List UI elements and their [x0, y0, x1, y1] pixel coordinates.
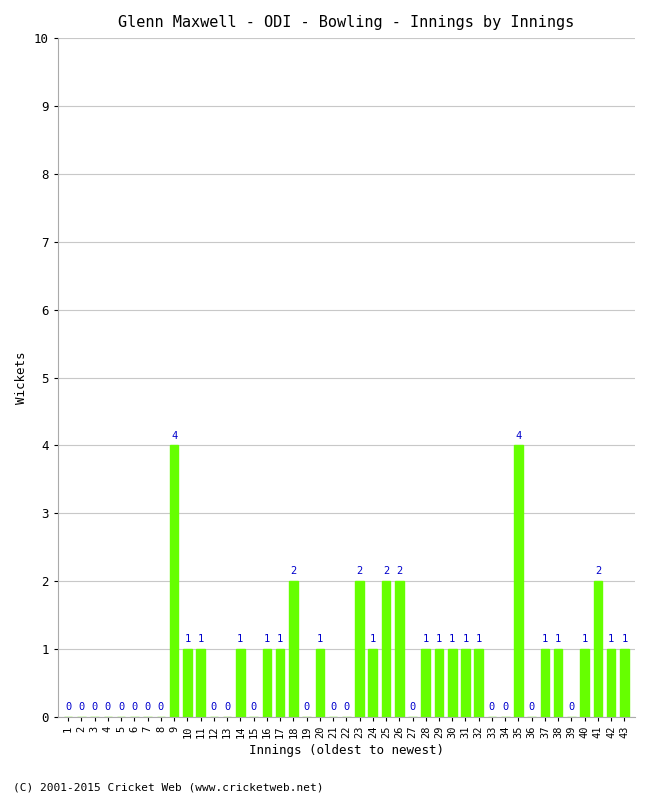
Text: 1: 1	[264, 634, 270, 644]
Text: 0: 0	[158, 702, 164, 712]
Text: 1: 1	[449, 634, 456, 644]
Text: 1: 1	[198, 634, 203, 644]
Bar	[395, 581, 404, 717]
Bar	[580, 649, 589, 717]
Text: 2: 2	[383, 566, 389, 577]
Text: 1: 1	[277, 634, 283, 644]
Bar	[593, 581, 602, 717]
Bar	[196, 649, 205, 717]
Bar	[382, 581, 391, 717]
Bar	[474, 649, 483, 717]
Y-axis label: Wickets: Wickets	[15, 351, 28, 404]
Text: 4: 4	[171, 430, 177, 441]
Text: 0: 0	[250, 702, 257, 712]
Bar	[462, 649, 470, 717]
Text: 0: 0	[343, 702, 350, 712]
Text: 1: 1	[555, 634, 562, 644]
Text: 1: 1	[370, 634, 376, 644]
Bar	[170, 446, 179, 717]
Text: 2: 2	[396, 566, 402, 577]
Text: 0: 0	[144, 702, 151, 712]
Bar	[276, 649, 285, 717]
Text: 1: 1	[608, 634, 614, 644]
Text: 1: 1	[462, 634, 469, 644]
Bar	[541, 649, 549, 717]
Text: 1: 1	[422, 634, 429, 644]
Text: 1: 1	[542, 634, 548, 644]
Text: 1: 1	[237, 634, 244, 644]
Bar	[356, 581, 364, 717]
Text: 0: 0	[78, 702, 84, 712]
Bar	[514, 446, 523, 717]
Text: 1: 1	[582, 634, 588, 644]
Bar	[369, 649, 377, 717]
Text: 0: 0	[410, 702, 415, 712]
Text: 0: 0	[92, 702, 98, 712]
Text: 1: 1	[317, 634, 323, 644]
Bar	[435, 649, 443, 717]
Bar	[421, 649, 430, 717]
Text: 0: 0	[105, 702, 111, 712]
Text: 0: 0	[65, 702, 72, 712]
Bar	[620, 649, 629, 717]
X-axis label: Innings (oldest to newest): Innings (oldest to newest)	[249, 744, 444, 757]
Bar	[289, 581, 298, 717]
Text: (C) 2001-2015 Cricket Web (www.cricketweb.net): (C) 2001-2015 Cricket Web (www.cricketwe…	[13, 782, 324, 792]
Text: 0: 0	[224, 702, 230, 712]
Text: 0: 0	[330, 702, 336, 712]
Bar	[236, 649, 244, 717]
Text: 0: 0	[528, 702, 535, 712]
Bar	[448, 649, 456, 717]
Text: 0: 0	[131, 702, 138, 712]
Bar	[263, 649, 271, 717]
Text: 2: 2	[356, 566, 363, 577]
Text: 4: 4	[515, 430, 521, 441]
Text: 1: 1	[621, 634, 627, 644]
Bar	[607, 649, 616, 717]
Bar	[554, 649, 562, 717]
Text: 0: 0	[211, 702, 217, 712]
Text: 1: 1	[436, 634, 442, 644]
Text: 0: 0	[304, 702, 309, 712]
Bar	[183, 649, 192, 717]
Text: 2: 2	[595, 566, 601, 577]
Text: 0: 0	[502, 702, 508, 712]
Text: 1: 1	[184, 634, 190, 644]
Text: 0: 0	[568, 702, 575, 712]
Title: Glenn Maxwell - ODI - Bowling - Innings by Innings: Glenn Maxwell - ODI - Bowling - Innings …	[118, 15, 575, 30]
Text: 1: 1	[476, 634, 482, 644]
Bar	[315, 649, 324, 717]
Text: 0: 0	[118, 702, 124, 712]
Text: 2: 2	[290, 566, 296, 577]
Text: 0: 0	[489, 702, 495, 712]
